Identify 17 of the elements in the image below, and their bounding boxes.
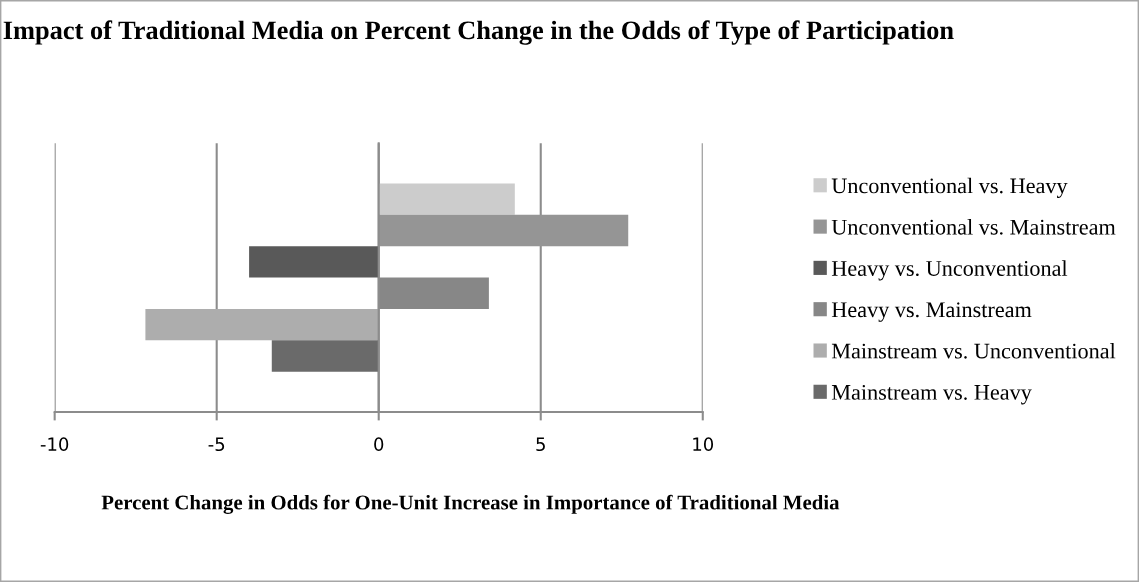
x-tick-label: -5 xyxy=(208,437,225,452)
legend-label: Unconventional vs. Heavy xyxy=(831,177,1068,198)
chart-title: Impact of Traditional Media on Percent Change in the Odds of Type of Participation xyxy=(3,20,954,45)
bar xyxy=(271,340,379,372)
x-tick-label: 5 xyxy=(536,437,545,452)
bar xyxy=(145,308,379,341)
x-tick-label: 0 xyxy=(374,437,384,452)
legend-label: Heavy vs. Unconventional xyxy=(831,260,1068,281)
legend-label: Unconventional vs. Mainstream xyxy=(831,219,1116,235)
x-tick-label: -10 xyxy=(40,437,69,452)
x-tick-label: 10 xyxy=(693,437,714,452)
legend-label: Mainstream vs. Unconventional xyxy=(831,342,1116,359)
legend-label: Mainstream vs. Heavy xyxy=(831,384,1032,405)
legend-label: Heavy vs. Mainstream xyxy=(831,302,1032,322)
bar xyxy=(378,183,515,215)
bar xyxy=(249,246,379,278)
x-axis-title: Percent Change in Odds for One-Unit Increase in Importance of Traditional Media xyxy=(101,494,840,514)
